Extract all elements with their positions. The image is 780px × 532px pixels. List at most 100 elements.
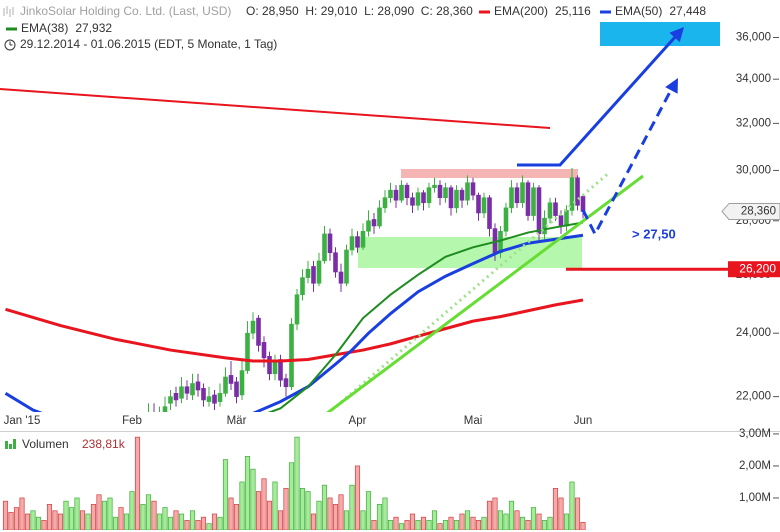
- candle-body: [327, 233, 333, 254]
- candle-body: [448, 187, 454, 209]
- candle-body: [437, 184, 443, 198]
- volume-bar: [101, 500, 108, 530]
- volume-bar: [497, 510, 504, 530]
- volume-bar: [387, 520, 394, 530]
- candle-body: [531, 187, 536, 216]
- candle-body: [536, 187, 542, 235]
- volume-bar: [365, 491, 372, 530]
- volume-label: Volumen: [22, 437, 69, 451]
- volume-bar: [470, 516, 476, 530]
- volume-bar: [79, 510, 86, 530]
- y-tick-label: 22,000: [736, 391, 771, 403]
- volume-bar: [536, 513, 542, 530]
- candle-body: [465, 182, 470, 201]
- volume-bar: [24, 513, 31, 530]
- volume-bar: [299, 488, 306, 530]
- volume-bar: [541, 520, 548, 530]
- volume-bar: [382, 497, 388, 530]
- candle-body: [338, 271, 344, 284]
- candle-body: [564, 210, 569, 227]
- target-zone: [600, 22, 720, 46]
- volume-bar: [475, 520, 482, 530]
- candle-body: [344, 249, 349, 284]
- drawings-front: [326, 27, 684, 412]
- volume-bar: [272, 481, 278, 530]
- x-tick-label: Feb: [122, 415, 142, 427]
- volume-bar: [316, 500, 322, 530]
- candle-body: [487, 197, 492, 229]
- volume-bar: [580, 522, 586, 530]
- volume-bar: [195, 520, 201, 530]
- candle-body: [547, 202, 553, 219]
- volume-bar: [371, 520, 377, 530]
- candle-body: [272, 360, 278, 375]
- scenario-arrow: [581, 89, 673, 238]
- volume-tick-label: 1,00M: [739, 492, 771, 504]
- candle-body: [283, 378, 289, 388]
- candle-body: [569, 177, 575, 211]
- volume-bar: [552, 488, 559, 530]
- volume-bar: [360, 510, 366, 530]
- candle-body: [470, 182, 476, 196]
- candle-body: [399, 184, 404, 201]
- volume-bar: [8, 512, 14, 530]
- volume-icon: [5, 439, 16, 449]
- volume-bar: [393, 516, 399, 530]
- volume-bar: [376, 504, 383, 530]
- volume-bar: [57, 513, 64, 530]
- candle-body: [360, 230, 366, 248]
- volume-bar: [514, 510, 520, 530]
- candle-body: [234, 381, 239, 397]
- volume-bar: [239, 481, 245, 530]
- arrow-head: [665, 78, 678, 94]
- x-tick-label: Jan '15: [4, 415, 41, 427]
- volume-bar: [228, 497, 234, 530]
- candle-body: [382, 197, 388, 209]
- volume-bar: [442, 520, 449, 530]
- volume-bar: [145, 494, 152, 530]
- volume-bar: [305, 491, 311, 530]
- resistance-zone: [401, 169, 578, 178]
- level-label: 26,200: [739, 261, 776, 275]
- volume-bar: [63, 500, 69, 530]
- volume-bar: [244, 455, 251, 530]
- volume-bar: [233, 504, 240, 530]
- candle-body: [432, 184, 437, 188]
- volume-bar: [255, 491, 262, 530]
- volume-bar: [46, 504, 53, 530]
- candle-body: [509, 187, 514, 209]
- volume-bar: [151, 500, 157, 530]
- volume-bar: [266, 500, 273, 530]
- candle-body: [179, 386, 184, 399]
- volume-bar: [530, 507, 537, 530]
- candle-body: [168, 396, 173, 404]
- candle-body: [195, 381, 201, 391]
- volume-bar: [409, 513, 416, 530]
- volume-bar: [90, 504, 97, 530]
- volume-bar: [96, 494, 102, 530]
- candle-body: [322, 233, 327, 262]
- volume-bar: [327, 497, 333, 530]
- x-tick-label: Jun: [574, 415, 593, 427]
- candle-body: [294, 294, 300, 325]
- legend-label: EMA(200): [494, 4, 548, 18]
- candle-body: [525, 182, 531, 216]
- volume-bar: [250, 468, 256, 530]
- volume-bar: [118, 507, 124, 530]
- annotation: > 27,50: [632, 226, 676, 241]
- candle-body: [162, 406, 168, 412]
- volume-bar: [448, 516, 454, 530]
- candle-body: [366, 220, 371, 232]
- volume-bar: [217, 516, 223, 530]
- volume-bar: [74, 497, 80, 530]
- candle-body: [239, 370, 245, 396]
- volume-bar: [519, 516, 526, 530]
- volume-bar: [492, 497, 498, 530]
- candle-body: [245, 332, 250, 371]
- arrow-head: [669, 27, 684, 43]
- volume-bar: [41, 520, 47, 530]
- volume-bar: [574, 497, 581, 530]
- ema-line: [4, 233, 584, 412]
- support-trend-line: [326, 174, 644, 412]
- volume-bar: [107, 497, 113, 530]
